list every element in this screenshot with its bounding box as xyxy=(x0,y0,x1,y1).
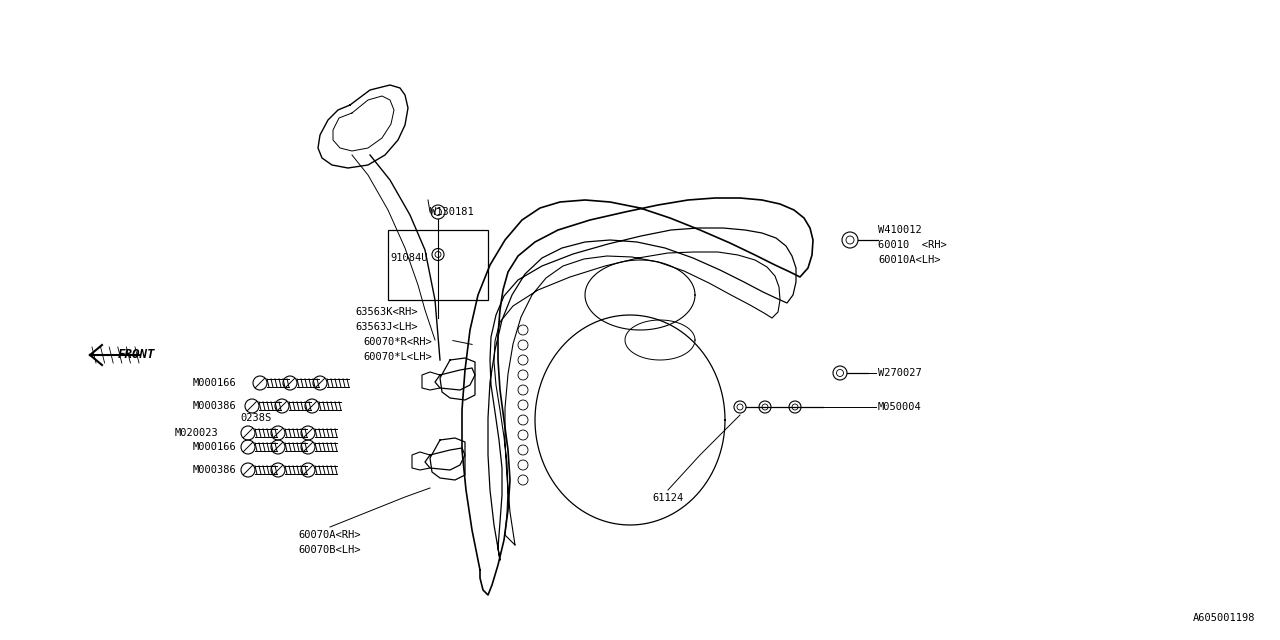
Text: 63563J<LH>: 63563J<LH> xyxy=(355,322,417,332)
Text: W130181: W130181 xyxy=(430,207,474,217)
Text: 60070*L<LH>: 60070*L<LH> xyxy=(364,352,431,362)
Text: M050004: M050004 xyxy=(878,402,922,412)
Text: 60070B<LH>: 60070B<LH> xyxy=(298,545,361,555)
Text: 60010A<LH>: 60010A<LH> xyxy=(878,255,941,265)
Text: A605001198: A605001198 xyxy=(1193,613,1254,623)
Text: M000166: M000166 xyxy=(193,378,237,388)
Text: 0238S: 0238S xyxy=(241,413,271,423)
Text: 60070*R<RH>: 60070*R<RH> xyxy=(364,337,431,347)
Text: M000386: M000386 xyxy=(193,465,237,475)
Text: M000166: M000166 xyxy=(193,442,237,452)
Text: 91084U: 91084U xyxy=(390,253,428,263)
Text: M020023: M020023 xyxy=(175,428,219,438)
Text: 61124: 61124 xyxy=(653,493,684,503)
Bar xyxy=(388,230,488,300)
Text: W270027: W270027 xyxy=(878,368,922,378)
Text: FRONT: FRONT xyxy=(118,349,155,362)
Text: M000386: M000386 xyxy=(193,401,237,411)
Text: 63563K<RH>: 63563K<RH> xyxy=(355,307,417,317)
Text: 60070A<RH>: 60070A<RH> xyxy=(298,530,361,540)
Text: W410012: W410012 xyxy=(878,225,922,235)
Text: 60010  <RH>: 60010 <RH> xyxy=(878,240,947,250)
